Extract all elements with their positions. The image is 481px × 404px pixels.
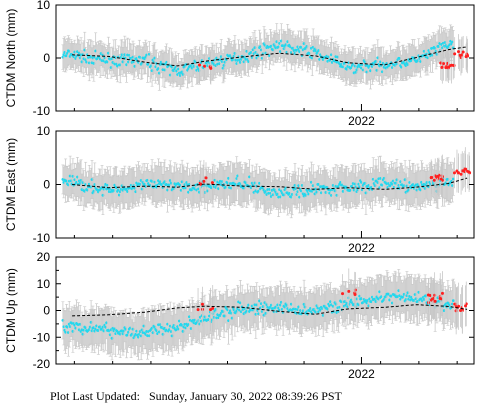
y-tick-label: -10 — [33, 231, 51, 245]
y-tick-label: 0 — [43, 51, 50, 65]
rapid-point — [440, 174, 444, 178]
rapid-point — [199, 182, 203, 186]
rapid-point — [436, 174, 440, 178]
rapid-point — [464, 55, 468, 59]
rapid-point — [442, 62, 446, 66]
rapid-point — [460, 169, 464, 173]
rapid-point — [439, 177, 443, 181]
rapid-point — [460, 53, 464, 57]
rapid-point — [210, 181, 214, 185]
daily-point — [451, 177, 455, 181]
rapid-point — [459, 172, 463, 176]
gps-timeseries-figure: -10 0 10 2022 CTDM North (mm) -10 0 10 2022 CTDM … — [4, 0, 475, 381]
y-tick-label: -10 — [33, 104, 51, 118]
panel-east: -10 0 10 2022 CTDM East (mm) — [4, 124, 475, 255]
rapid-point — [440, 65, 444, 69]
rapid-point — [202, 179, 206, 183]
rapid-point — [450, 63, 454, 67]
east-plot-area — [61, 147, 472, 219]
y-tick-label: 0 — [43, 178, 50, 192]
north-ylabel: CTDM North (mm) — [4, 9, 18, 108]
trend-line — [72, 177, 468, 190]
rapid-point — [430, 176, 434, 180]
rapid-point — [202, 64, 206, 68]
rapid-point — [198, 63, 202, 67]
x-tick-label-year: 2022 — [348, 241, 375, 255]
rapid-point — [204, 176, 208, 180]
timeseries-chart: -10 0 10 2022 CTDM North (mm) -10 0 10 2022 CTDM … — [4, 0, 475, 381]
x-tick-label-year: 2022 — [348, 114, 375, 128]
rapid-point — [461, 50, 465, 54]
rapid-point — [452, 171, 456, 175]
north-plot-area — [61, 23, 470, 91]
trend-line — [72, 46, 468, 67]
y-tick-label: 10 — [37, 0, 51, 12]
y-tick-label: 10 — [37, 124, 51, 138]
rapid-point — [464, 167, 468, 171]
rapid-point — [456, 171, 460, 175]
rapid-point — [453, 52, 457, 56]
rapid-point — [452, 63, 456, 67]
rapid-point — [467, 170, 471, 174]
rapid-point — [432, 178, 436, 182]
rapid-point — [457, 50, 461, 54]
rapid-point — [209, 66, 213, 70]
rapid-point — [447, 65, 451, 69]
east-ylabel: CTDM East (mm) — [4, 138, 18, 231]
panel-north: -10 0 10 2022 CTDM North (mm) — [4, 0, 475, 128]
up-plot-area — [61, 268, 468, 361]
rapid-point — [444, 66, 448, 70]
